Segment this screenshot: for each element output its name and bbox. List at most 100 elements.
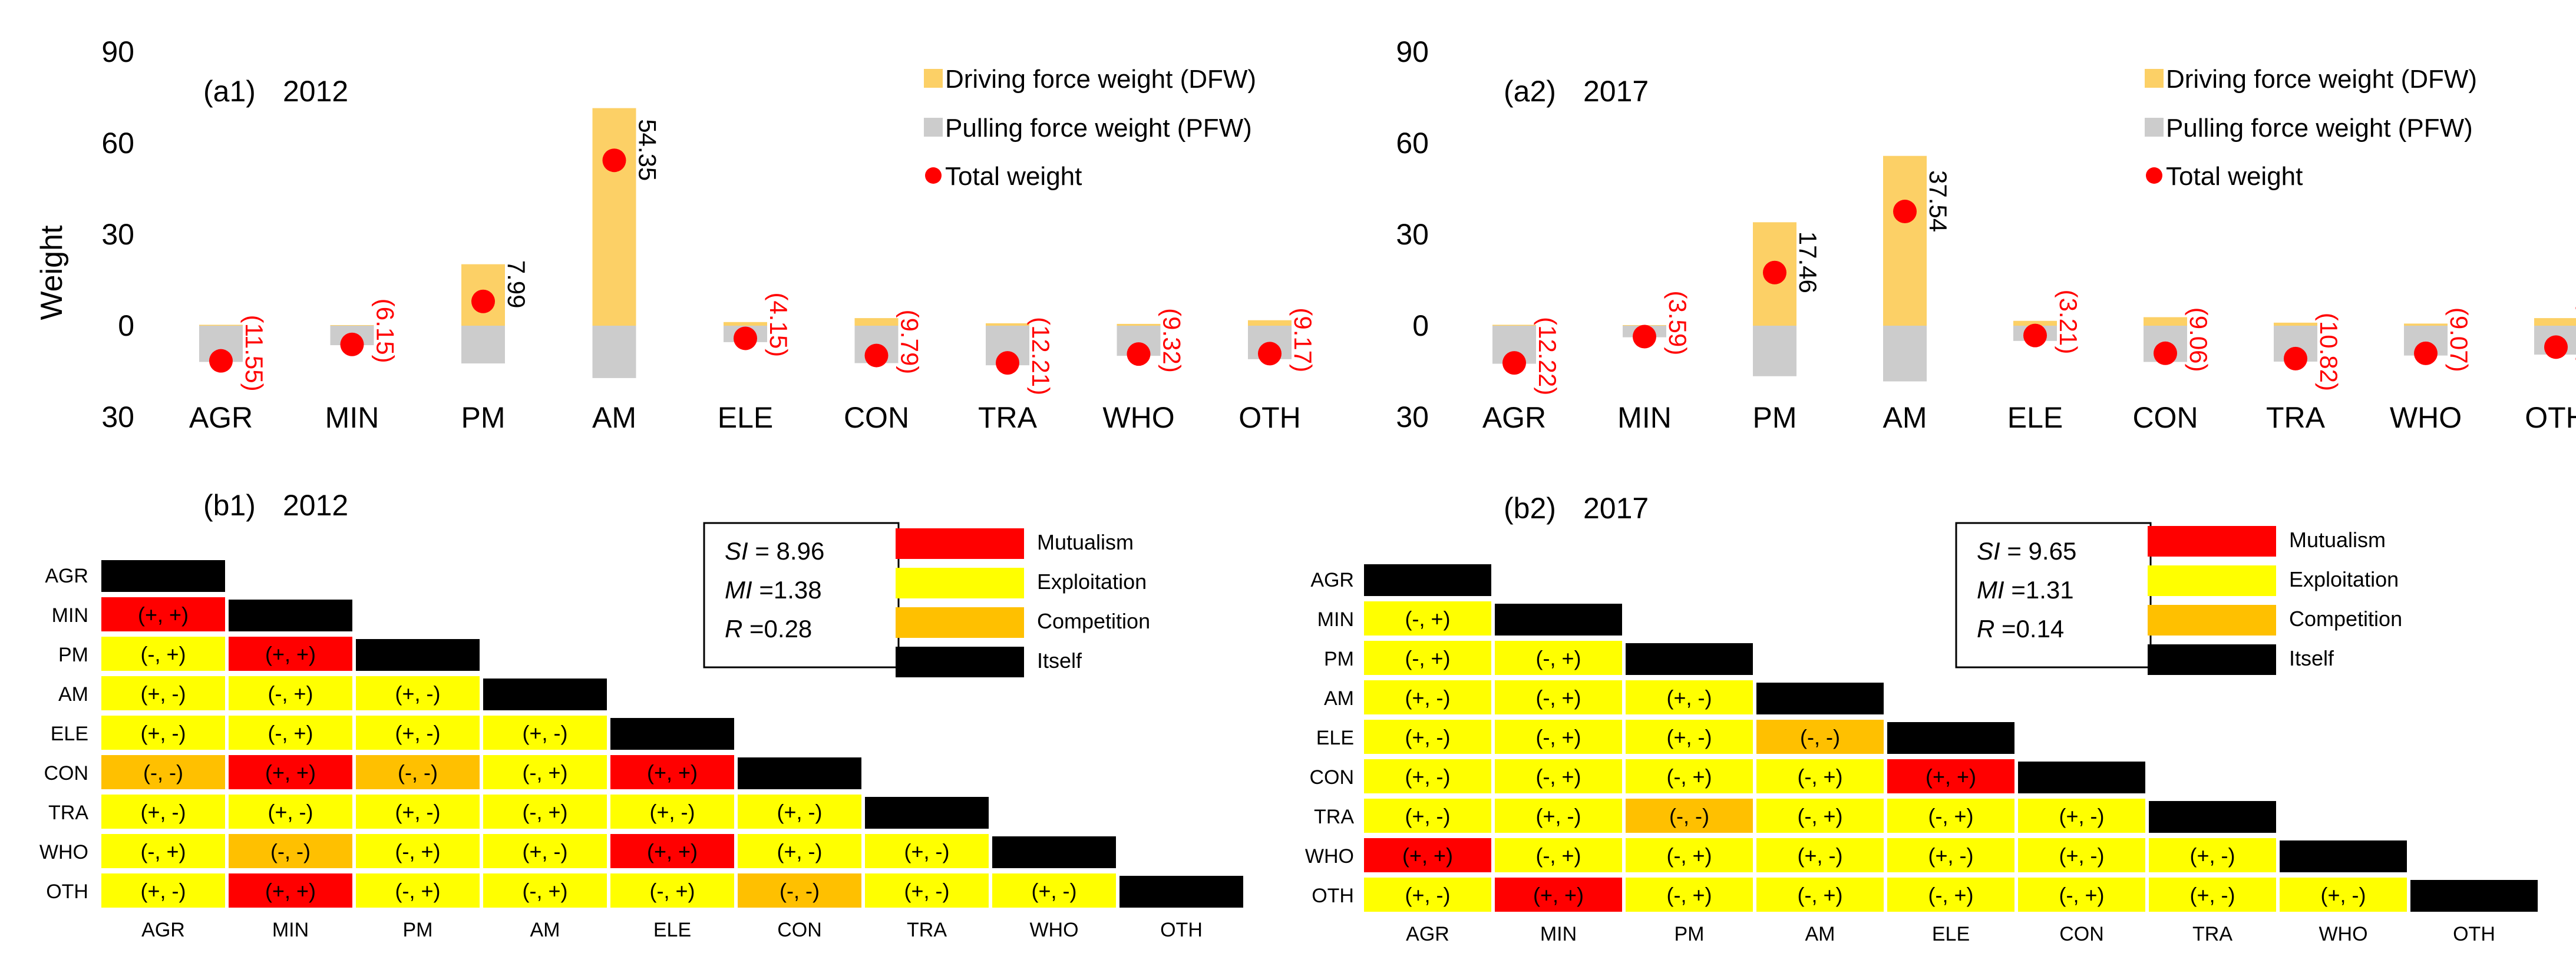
- cell-itself-min-min: [1495, 604, 1622, 636]
- column-label: CON: [2059, 923, 2104, 945]
- cell-sign: (+, -): [141, 721, 186, 745]
- cell-min-agr: [1364, 601, 1491, 636]
- cell-who-am: [483, 834, 607, 868]
- legend-label: Mutualism: [2289, 528, 2386, 552]
- cell-sign: (+, -): [2190, 883, 2235, 907]
- cell-sign: (+, -): [650, 800, 695, 824]
- row-label: AGR: [45, 565, 88, 587]
- cell-pm-agr: [1364, 641, 1491, 675]
- y-tick-label: 0: [118, 309, 134, 342]
- bar-dfw-ele: [724, 322, 767, 326]
- x-tick-label: MIN: [1617, 401, 1672, 434]
- cell-sign: (+, -): [141, 800, 186, 824]
- bar-pfw-pm: [1753, 326, 1796, 376]
- bar-pfw-am: [1883, 326, 1927, 382]
- stats-box: [1955, 522, 2152, 668]
- row-label: CON: [1309, 766, 1354, 789]
- point-total-agr: [209, 349, 233, 373]
- cell-tra-con: [738, 795, 861, 829]
- cell-sign: (+, +): [647, 760, 698, 785]
- cell-sign: (+, -): [395, 681, 441, 706]
- column-label: OTH: [2453, 923, 2495, 945]
- cell-itself-con-con: [2018, 762, 2145, 793]
- cell-tra-agr: [1364, 799, 1491, 833]
- cell-sign: (-, +): [268, 681, 313, 706]
- cell-sign: (-, -): [1669, 804, 1709, 828]
- cell-who-agr: [1364, 838, 1491, 872]
- cell-sign: (+, -): [1928, 843, 1974, 868]
- x-tick-label: PM: [1753, 401, 1797, 434]
- bar-dfw-oth: [1248, 320, 1292, 326]
- cell-sign: (-, -): [398, 760, 438, 785]
- cell-sign: (+, +): [1402, 843, 1453, 868]
- column-label: TRA: [2192, 923, 2232, 945]
- data-label-ele: (4.15): [765, 292, 792, 357]
- cell-tra-am: [483, 795, 607, 829]
- cell-itself-pm-pm: [1626, 643, 1753, 675]
- cell-sign: (-, +): [1536, 686, 1581, 710]
- cell-tra-pm: [356, 795, 480, 829]
- cell-sign: (-, +): [650, 879, 695, 903]
- data-label-con: (9.06): [2185, 307, 2212, 372]
- column-label: TRA: [907, 919, 947, 941]
- cell-who-con: [2018, 838, 2145, 872]
- cell-sign: (+, +): [265, 760, 316, 785]
- cell-sign: (-, +): [1536, 843, 1581, 868]
- stat-si: SI = 8.96: [725, 537, 824, 565]
- legend-swatch-competition: [896, 607, 1024, 638]
- cell-ele-am: [483, 716, 607, 750]
- cell-sign: (-, +): [1405, 646, 1451, 670]
- bar-dfw-ele: [2013, 320, 2057, 326]
- data-label-oth: (9.17): [1289, 307, 1317, 372]
- cell-sign: (+, -): [1405, 764, 1451, 789]
- cell-con-am: [483, 755, 607, 789]
- cell-sign: (-, +): [1798, 883, 1843, 907]
- point-total-ele: [2023, 323, 2047, 348]
- cell-oth-who: [992, 873, 1116, 908]
- x-tick-label: ELE: [718, 401, 774, 434]
- x-tick-label: PM: [461, 401, 506, 434]
- cell-sign: (-, +): [1536, 646, 1581, 670]
- bar-dfw-tra: [986, 323, 1029, 326]
- panel-label: (a2): [1504, 75, 1556, 108]
- cell-itself-oth-oth: [1119, 876, 1243, 908]
- cell-sign: (-, +): [268, 721, 313, 745]
- column-label: ELE: [1932, 923, 1970, 945]
- cell-ele-min: [229, 716, 352, 750]
- column-label: PM: [1675, 923, 1705, 945]
- cell-oth-am: [1756, 878, 1884, 912]
- bar-dfw-am: [592, 108, 636, 326]
- cell-oth-tra: [2149, 878, 2276, 912]
- cell-sign: (-, +): [1667, 764, 1712, 789]
- cell-oth-con: [2018, 878, 2145, 912]
- data-label-tra: (12.21): [1027, 317, 1055, 395]
- data-label-agr: (11.55): [240, 315, 268, 392]
- legend-marker-total: [2146, 167, 2162, 184]
- bar-chart-2017: 90 60 30 0 30 (a2) 2017 Driving force weight…: [1396, 35, 2576, 434]
- y-tick-label: 60: [1396, 127, 1429, 160]
- legend: Driving force weight (DFW) Pulling force …: [2145, 65, 2477, 191]
- cell-oth-pm: [1626, 878, 1753, 912]
- data-label-min: (6.15): [372, 299, 399, 363]
- cell-con-min: [229, 755, 352, 789]
- cell-sign: (+, -): [777, 800, 823, 824]
- cell-sign: (-, -): [1800, 725, 1840, 749]
- cell-oth-agr: [1364, 878, 1491, 912]
- point-total-am: [602, 148, 626, 173]
- cell-oth-ele: [1887, 878, 2014, 912]
- legend-label: Total weight: [945, 162, 1082, 191]
- legend-label: Itself: [1037, 648, 1082, 673]
- row-label: AGR: [1310, 569, 1354, 591]
- cell-sign: (+, +): [265, 642, 316, 666]
- cell-con-min: [1495, 759, 1622, 793]
- cell-itself-agr-agr: [1364, 564, 1491, 596]
- cell-am-pm: [356, 676, 480, 710]
- column-label: WHO: [2319, 923, 2367, 945]
- data-label-who: (9.07): [2445, 307, 2473, 372]
- cell-tra-agr: [101, 795, 225, 829]
- legend-label: Pulling force weight (PFW): [2166, 114, 2473, 143]
- cell-sign: (-, +): [141, 642, 186, 666]
- cell-sign: (+, -): [777, 839, 823, 863]
- cell-sign: (+, +): [1533, 883, 1584, 907]
